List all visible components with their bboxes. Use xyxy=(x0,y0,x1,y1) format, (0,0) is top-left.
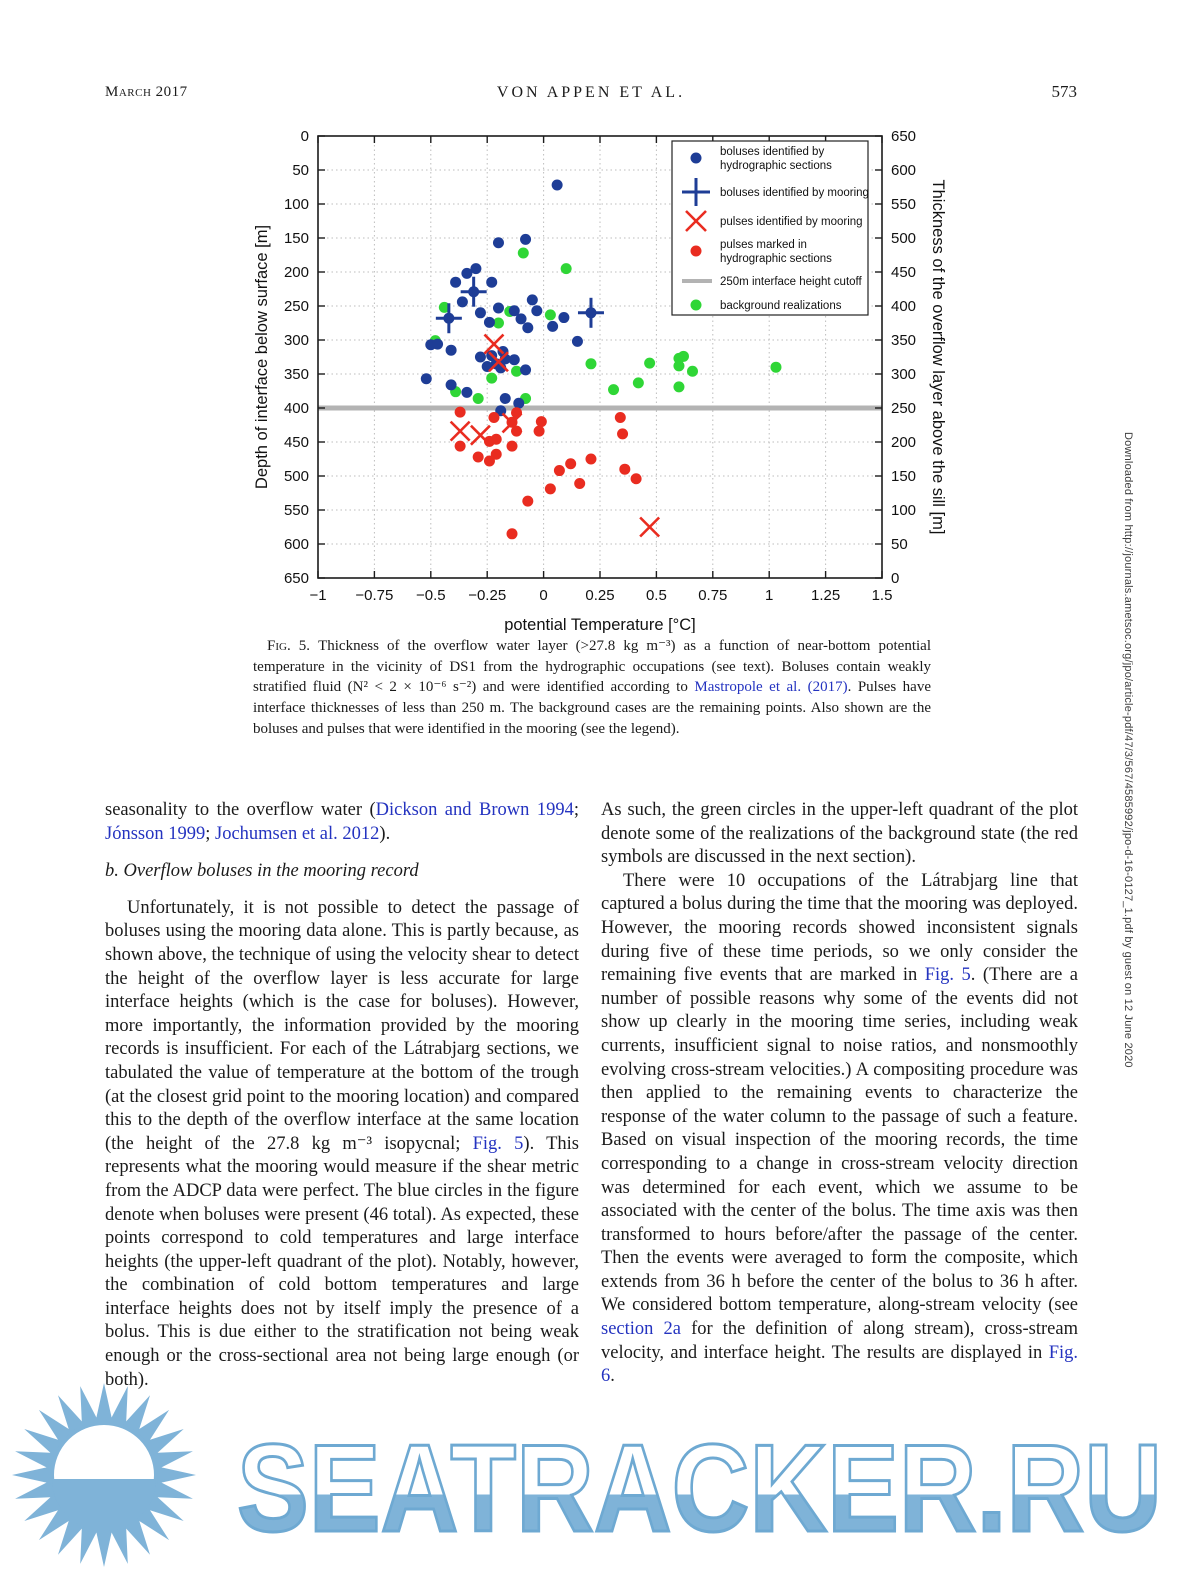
svg-text:500: 500 xyxy=(284,468,309,485)
svg-text:650: 650 xyxy=(891,128,916,145)
text-run: ). This represents what the mooring woul… xyxy=(105,1133,580,1390)
legend: boluses identified by hydrographic sectio… xyxy=(671,140,869,316)
svg-text:pulses marked in: pulses marked in xyxy=(720,239,807,251)
svg-text:150: 150 xyxy=(284,230,309,247)
paragraph: Unfortunately, it is not possible to det… xyxy=(105,897,579,1392)
citation-link[interactable]: Jochumsen et al. 2012 xyxy=(215,823,380,844)
text-run: ; xyxy=(205,823,215,844)
svg-text:250: 250 xyxy=(891,400,916,417)
text-run: ). xyxy=(379,823,391,844)
figure-caption: Fig. 5. Thickness of the overflow water … xyxy=(253,636,931,739)
svg-text:450: 450 xyxy=(891,264,916,281)
svg-text:50: 50 xyxy=(891,536,908,553)
seatracker-watermark: SEATRACKER.RU xyxy=(12,1383,1164,1567)
scatter-plot: −1 −0.75 −0.5 −0.25 0 0.25 0.5 0.75 1 1.25 1.50 650… xyxy=(253,128,947,633)
paragraph: seasonality to the overflow water (Dicks… xyxy=(105,799,579,846)
text-run: As such, the green circles in the upper-… xyxy=(601,800,1078,868)
text-run: for the definition of along stream), cro… xyxy=(601,1319,1078,1363)
svg-text:0.75: 0.75 xyxy=(698,587,727,604)
text-run: Thickness of the overflow water layer (>… xyxy=(253,638,931,696)
text-run: seasonality to the overflow water ( xyxy=(105,800,376,820)
svg-text:600: 600 xyxy=(284,536,309,553)
svg-text:pulses identified by mooring: pulses identified by mooring xyxy=(720,216,863,228)
svg-text:450: 450 xyxy=(284,434,309,451)
svg-text:0.25: 0.25 xyxy=(585,587,614,604)
svg-text:300: 300 xyxy=(891,366,916,383)
page-number: 573 xyxy=(1051,82,1078,101)
svg-text:50: 50 xyxy=(292,162,309,179)
running-head-authors: VON APPEN ET AL. xyxy=(496,84,686,101)
text-run: There were 10 occupations of the Látrabj… xyxy=(601,870,1078,986)
text-run: . Pulses have interface thicknesses of l… xyxy=(253,679,931,737)
text-run: Fig. 5. xyxy=(267,638,319,654)
svg-text:−0.75: −0.75 xyxy=(355,587,393,604)
body-right-column: As such, the green circles in the upper-… xyxy=(601,799,1078,1389)
figure-5: −1 −0.75 −0.5 −0.25 0 0.25 0.5 0.75 1 1.25 1.5 0 650… xyxy=(240,118,960,633)
text-run: Unfortunately, it is not possible to det… xyxy=(105,897,579,1154)
svg-text:0: 0 xyxy=(301,128,309,145)
citation-link[interactable]: Fig. 5 xyxy=(924,965,971,986)
paragraph: As such, the green circles in the upper-… xyxy=(601,799,1078,870)
svg-text:0: 0 xyxy=(539,587,547,604)
svg-text:background realizations: background realizations xyxy=(720,300,842,312)
svg-text:hydrographic sections: hydrographic sections xyxy=(720,160,832,172)
svg-text:250m interface height cutoff: 250m interface height cutoff xyxy=(720,276,863,288)
svg-text:1.25: 1.25 xyxy=(811,587,840,604)
citation-link[interactable]: Jónsson 1999 xyxy=(105,823,206,844)
citation-link[interactable]: Mastropole et al. (2017) xyxy=(694,679,848,696)
paragraph: There were 10 occupations of the Látrabj… xyxy=(601,870,1078,1389)
svg-text:400: 400 xyxy=(284,400,309,417)
svg-text:hydrographic sections: hydrographic sections xyxy=(720,253,832,265)
svg-text:300: 300 xyxy=(284,332,309,349)
text-run: ; xyxy=(573,800,579,820)
svg-text:600: 600 xyxy=(891,162,916,179)
tick-labels: −1 −0.75 −0.5 −0.25 0 0.25 0.5 0.75 1 1.25 1.50 650… xyxy=(284,128,916,604)
svg-text:boluses identified by: boluses identified by xyxy=(720,146,824,158)
watermark-text: SEATRACKER.RU xyxy=(237,1420,1162,1558)
series-pulses-marked-in-hydrographic-sections xyxy=(454,406,642,540)
series-boluses-identified-by-mooring xyxy=(435,276,604,334)
svg-text:500: 500 xyxy=(891,230,916,247)
svg-text:250: 250 xyxy=(284,298,309,315)
svg-text:−0.5: −0.5 xyxy=(416,587,446,604)
svg-text:350: 350 xyxy=(284,366,309,383)
svg-text:−1: −1 xyxy=(309,587,326,604)
svg-text:150: 150 xyxy=(891,468,916,485)
svg-text:1.5: 1.5 xyxy=(872,587,893,604)
download-provenance-text: Downloaded from http://journals.ametsoc.… xyxy=(1122,432,1134,1068)
svg-text:550: 550 xyxy=(284,502,309,519)
svg-text:350: 350 xyxy=(891,332,916,349)
svg-text:400: 400 xyxy=(891,298,916,315)
sun-logo xyxy=(12,1383,196,1567)
svg-text:1: 1 xyxy=(765,587,773,604)
journal-date: March 2017 xyxy=(105,84,188,100)
y-axis-label-right: Thickness of the overflow layer above th… xyxy=(929,180,947,535)
series-boluses-identified-by-hydrographic-sections xyxy=(420,179,597,417)
svg-text:650: 650 xyxy=(284,570,309,587)
svg-text:0: 0 xyxy=(891,570,899,587)
svg-text:550: 550 xyxy=(891,196,916,213)
citation-link[interactable]: Fig. 5 xyxy=(472,1133,524,1154)
svg-text:−0.25: −0.25 xyxy=(468,587,506,604)
svg-text:200: 200 xyxy=(891,434,916,451)
y-axis-label-left: Depth of interface below surface [m] xyxy=(253,225,271,489)
body-left-column: seasonality to the overflow water (Dicks… xyxy=(105,799,579,1392)
tick-marks xyxy=(317,135,883,579)
citation-link[interactable]: Dickson and Brown 1994 xyxy=(375,800,574,820)
svg-text:boluses identified by mooring: boluses identified by mooring xyxy=(720,187,869,199)
svg-text:0.5: 0.5 xyxy=(646,587,667,604)
series-pulses-identified-by-mooring xyxy=(449,333,661,538)
svg-text:100: 100 xyxy=(891,502,916,519)
citation-link[interactable]: Fig. 6 xyxy=(601,1342,1078,1387)
text-run: . (There are a number of possible reason… xyxy=(601,965,1078,1316)
svg-text:100: 100 xyxy=(284,196,309,213)
section-heading: b. Overflow boluses in the mooring recor… xyxy=(105,861,419,882)
svg-text:200: 200 xyxy=(284,264,309,281)
x-axis-label: potential Temperature [°C] xyxy=(504,616,696,633)
citation-link[interactable]: section 2a xyxy=(601,1319,681,1340)
text-run: . xyxy=(610,1366,615,1387)
